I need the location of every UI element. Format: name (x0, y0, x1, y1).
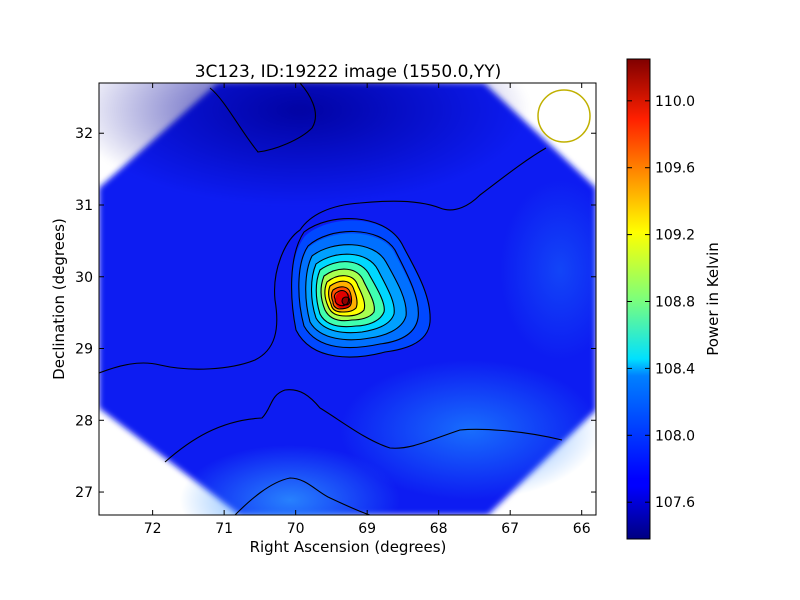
x-axis-label: Right Ascension (degrees) (250, 538, 447, 556)
y-tick-label: 29 (75, 342, 93, 358)
colorbar-tick-label: 108.4 (655, 361, 695, 377)
x-tick-label: 71 (215, 521, 233, 537)
x-axis: 72 71 70 69 68 67 66 (144, 83, 591, 537)
colorbar-tick-label: 109.6 (655, 161, 695, 177)
bright-region-east (500, 180, 596, 360)
x-tick-label: 72 (144, 521, 162, 537)
chart-title: 3C123, ID:19222 image (1550.0,YY) (195, 62, 502, 82)
x-tick-label: 69 (358, 521, 376, 537)
y-tick-label: 30 (75, 270, 93, 286)
colorbar-tick-label: 108.0 (655, 428, 695, 444)
colorbar-tick-label: 108.8 (655, 295, 695, 311)
plot-frame (98, 82, 597, 516)
contour-lines (99, 83, 563, 515)
y-tick-label: 27 (75, 485, 93, 501)
x-tick-label: 67 (501, 521, 519, 537)
beam-circle (537, 89, 591, 143)
colorbar-tick-label: 107.6 (655, 495, 695, 511)
y-axis-label: Declination (degrees) (50, 218, 68, 380)
colorbar: 107.6 108.0 108.4 108.8 109.2 109.6 110.0 Powe… (626, 58, 722, 540)
dark-region-north (99, 83, 530, 205)
y-axis: 27 28 29 30 31 32 (75, 126, 596, 501)
y-tick-label: 32 (75, 126, 93, 142)
y-tick-label: 28 (75, 413, 93, 429)
colorbar-gradient (626, 58, 651, 540)
x-tick-label: 66 (573, 521, 591, 537)
y-tick-label: 31 (75, 198, 93, 214)
bright-region-southeast (340, 360, 596, 500)
plot-area (99, 83, 596, 515)
colorbar-label: Power in Kelvin (704, 242, 722, 356)
x-tick-label: 70 (287, 521, 305, 537)
colorbar-ticks: 107.6 108.0 108.4 108.8 109.2 109.6 110.0 (627, 94, 695, 511)
colorbar-tick-label: 110.0 (655, 94, 695, 110)
bright-region-south (180, 445, 400, 515)
x-tick-label: 68 (430, 521, 448, 537)
colorbar-tick-label: 109.2 (655, 228, 695, 244)
